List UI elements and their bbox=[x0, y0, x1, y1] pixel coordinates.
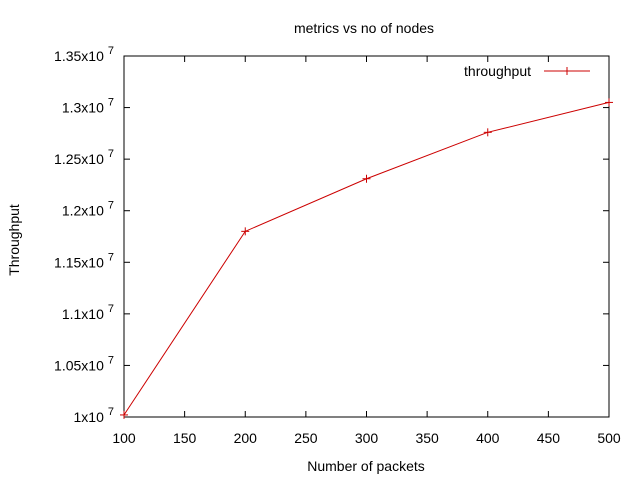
y-axis-label: Throughput bbox=[6, 204, 22, 276]
data-point-throughput-300 bbox=[362, 174, 371, 183]
x-tick-label: 100 bbox=[112, 430, 136, 446]
legend: throughput bbox=[464, 63, 590, 79]
y-tick-exponent: 7 bbox=[108, 45, 114, 57]
y-axis-ticks: 1x10 71.05x10 71.1x10 71.15x10 71.2x10 71.25x… bbox=[54, 45, 609, 425]
y-tick-exponent: 7 bbox=[108, 97, 114, 109]
data-point-throughput-100 bbox=[120, 410, 128, 419]
x-tick-label: 200 bbox=[234, 430, 258, 446]
y-tick-mantissa: 1.35x10 bbox=[54, 48, 104, 64]
data-point-throughput-500 bbox=[605, 98, 613, 107]
x-tick-label: 500 bbox=[597, 430, 621, 446]
x-tick-label: 400 bbox=[476, 430, 500, 446]
y-tick-mantissa: 1.25x10 bbox=[54, 151, 104, 167]
data-point-throughput-200 bbox=[241, 227, 250, 236]
x-tick-label: 450 bbox=[537, 430, 561, 446]
series-line-throughput bbox=[123, 101, 610, 416]
y-tick-label: 1.15x10 7 bbox=[54, 251, 114, 270]
chart-title: metrics vs no of nodes bbox=[294, 20, 434, 36]
y-tick-label: 1.1x10 7 bbox=[62, 303, 114, 322]
y-tick-label: 1.05x10 7 bbox=[54, 354, 114, 373]
y-tick-exponent: 7 bbox=[108, 251, 114, 263]
y-tick-exponent: 7 bbox=[108, 354, 114, 366]
y-tick-mantissa: 1.1x10 bbox=[62, 306, 104, 322]
legend-marker-throughput bbox=[563, 67, 571, 75]
y-tick-exponent: 7 bbox=[108, 148, 114, 160]
y-tick-label: 1.2x10 7 bbox=[62, 200, 114, 219]
x-tick-label: 350 bbox=[415, 430, 439, 446]
y-tick-label: 1.25x10 7 bbox=[54, 148, 114, 167]
series-layer bbox=[120, 98, 613, 419]
x-tick-label: 300 bbox=[355, 430, 379, 446]
y-tick-label: 1x10 7 bbox=[74, 406, 114, 425]
x-axis-ticks: 100 150 200 250 300 350 400 450 500 bbox=[112, 56, 621, 446]
y-tick-exponent: 7 bbox=[108, 200, 114, 212]
y-tick-mantissa: 1.2x10 bbox=[62, 203, 104, 219]
y-tick-exponent: 7 bbox=[108, 303, 114, 315]
x-tick-label: 250 bbox=[294, 430, 318, 446]
y-tick-mantissa: 1.05x10 bbox=[54, 357, 104, 373]
data-point-throughput-400 bbox=[483, 128, 492, 137]
y-tick-mantissa: 1x10 bbox=[74, 409, 105, 425]
x-axis-label: Number of packets bbox=[307, 458, 425, 474]
plot-border bbox=[123, 55, 610, 418]
y-tick-label: 1.35x10 7 bbox=[54, 45, 114, 64]
x-tick-label: 150 bbox=[173, 430, 197, 446]
legend-label-throughput: throughput bbox=[464, 63, 531, 79]
y-tick-mantissa: 1.3x10 bbox=[62, 100, 104, 116]
y-tick-mantissa: 1.15x10 bbox=[54, 254, 104, 270]
y-tick-label: 1.3x10 7 bbox=[62, 97, 114, 116]
plot-frame bbox=[123, 55, 610, 418]
y-tick-exponent: 7 bbox=[108, 406, 114, 418]
